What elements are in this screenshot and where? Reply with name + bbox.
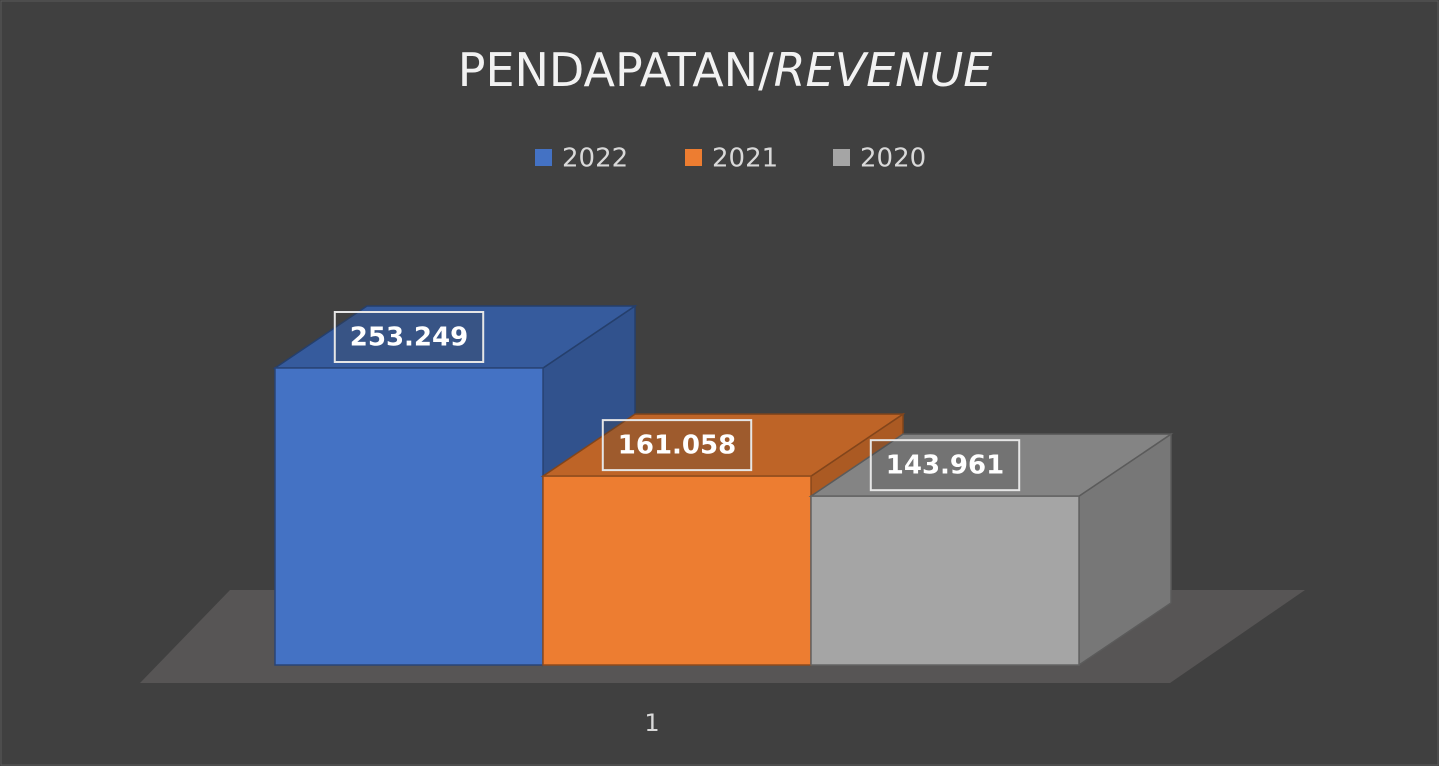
x-tick-label: 1 <box>644 709 659 737</box>
data-label-box <box>333 311 485 363</box>
bar-front <box>274 367 544 666</box>
data-label-box <box>869 439 1021 492</box>
legend-label: 2020 <box>860 144 926 174</box>
data-label-box <box>601 419 753 472</box>
data-label: 161.058 <box>618 431 736 461</box>
legend-swatch <box>833 149 850 166</box>
data-label: 143.961 <box>886 451 1004 481</box>
data-label: 253.249 <box>350 323 468 353</box>
bar-front <box>542 475 812 666</box>
legend-swatch <box>685 149 702 166</box>
legend-label: 2021 <box>712 144 778 174</box>
bar <box>808 432 1174 667</box>
legend-label: 2022 <box>562 144 628 174</box>
chart-title: PENDAPATAN/REVENUE <box>458 43 993 97</box>
bar-front <box>810 495 1080 666</box>
legend-swatch <box>535 149 552 166</box>
